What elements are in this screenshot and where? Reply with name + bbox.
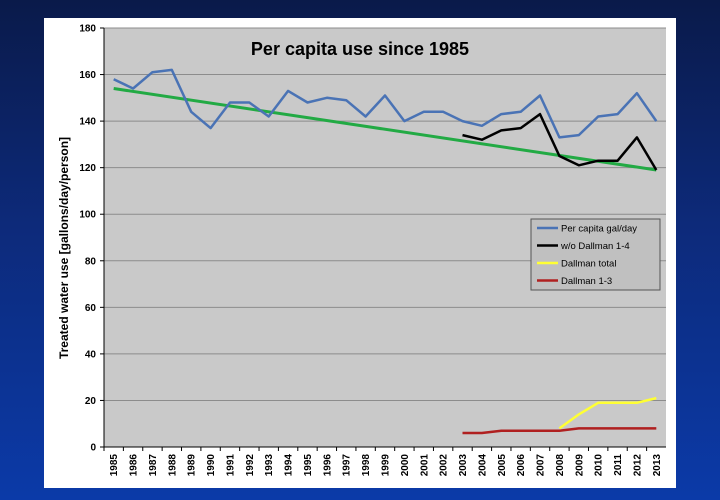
x-tick-1990: 1990: [206, 454, 217, 477]
y-tick-0: 0: [90, 443, 96, 454]
legend-box: [530, 218, 661, 291]
series-lines: [113, 68, 658, 435]
x-tick-1995: 1995: [303, 454, 314, 477]
x-tick-1992: 1992: [245, 454, 256, 477]
x-tick-2009: 2009: [574, 454, 585, 477]
x-tick-1986: 1986: [129, 454, 140, 477]
y-axis-label: Treated water use [gallons/day/person]: [57, 137, 71, 359]
y-tick-20: 20: [85, 396, 97, 407]
x-tick-labels: 1985 1986 1987 1988 1989 1990 1991 1992 1993 1994…: [103, 447, 663, 477]
x-tick-1985: 1985: [109, 454, 120, 477]
series-line-4: [462, 427, 657, 435]
x-tick-1998: 1998: [361, 454, 372, 477]
x-tick-2002: 2002: [439, 454, 450, 477]
y-tick-180: 180: [79, 24, 96, 35]
series-line-1: [113, 68, 658, 139]
x-tick-2003: 2003: [458, 454, 469, 477]
x-tick-2004: 2004: [477, 454, 488, 477]
y-tick-labels: 0 20 40 60 80 100 120 140 160 180: [79, 24, 104, 454]
x-tick-1987: 1987: [148, 454, 159, 477]
x-tick-1991: 1991: [225, 454, 236, 477]
x-tick-2008: 2008: [555, 454, 566, 477]
x-tick-2010: 2010: [594, 454, 605, 477]
x-tick-2005: 2005: [497, 454, 508, 477]
x-tick-2011: 2011: [613, 454, 624, 476]
x-tick-1989: 1989: [187, 454, 198, 477]
series-line-2: [462, 112, 658, 171]
x-tick-2007: 2007: [536, 454, 547, 477]
y-tick-140: 140: [79, 117, 96, 128]
trendline: [113, 87, 657, 172]
x-tick-2001: 2001: [419, 454, 430, 477]
x-tick-1997: 1997: [342, 454, 353, 477]
x-tick-2000: 2000: [400, 454, 411, 477]
y-tick-60: 60: [85, 303, 97, 314]
x-tick-2006: 2006: [516, 454, 527, 477]
y-tick-80: 80: [85, 256, 97, 267]
series-line-3: [558, 396, 657, 430]
x-tick-2012: 2012: [632, 454, 643, 477]
y-tick-120: 120: [79, 163, 96, 174]
legend-label-1: Per capita gal/day: [561, 224, 637, 235]
x-tick-1999: 1999: [381, 454, 392, 477]
y-tick-100: 100: [79, 210, 96, 221]
legend-label-4: Dallman 1-3: [561, 276, 612, 287]
x-tick-2013: 2013: [652, 454, 663, 477]
x-tick-1993: 1993: [264, 454, 275, 477]
x-tick-1994: 1994: [284, 454, 295, 477]
y-tick-40: 40: [85, 349, 97, 360]
legend-label-3: Dallman total: [561, 259, 616, 270]
y-tick-160: 160: [79, 70, 96, 81]
axes: [103, 28, 666, 448]
x-tick-1988: 1988: [167, 454, 178, 477]
legend-label-2: w/o Dallman 1-4: [560, 241, 630, 252]
chart-title: Per capita use since 1985: [251, 39, 469, 59]
legend-items: Per capita gal/day w/o Dallman 1-4 Dallman…: [537, 224, 637, 287]
x-tick-1996: 1996: [322, 454, 333, 477]
legend: Per capita gal/day w/o Dallman 1-4 Dallman…: [530, 218, 661, 291]
